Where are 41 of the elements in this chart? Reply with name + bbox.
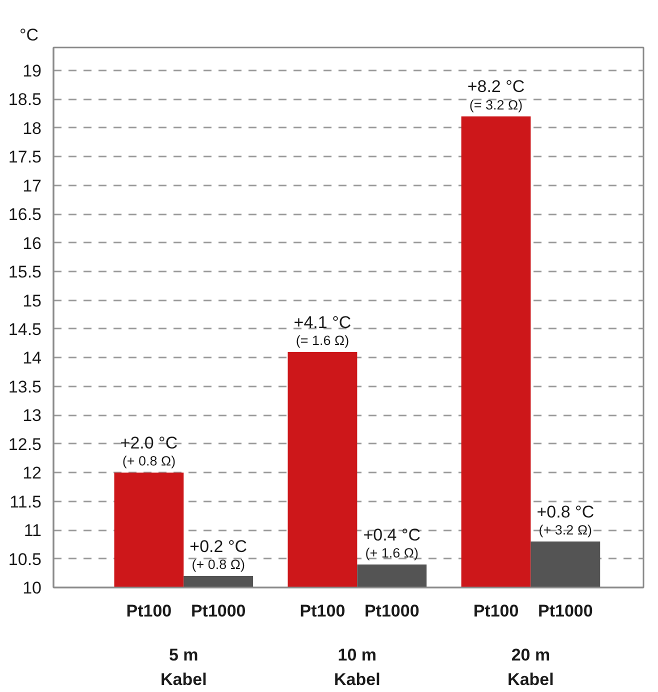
y-tick-label: 11.5 — [10, 492, 42, 512]
bar — [114, 472, 184, 588]
bar — [184, 576, 254, 588]
bar — [461, 116, 531, 588]
y-tick-label: 17.5 — [8, 148, 42, 167]
bar — [288, 352, 358, 588]
y-tick-label: 15 — [22, 291, 42, 310]
y-tick-label: 17 — [22, 176, 42, 196]
series-label: Pt1000 — [190, 602, 246, 620]
y-tick-label: 11 — [24, 521, 42, 540]
y-tick-label: 15.5 — [8, 262, 42, 282]
y-tick-label: 18.5 — [8, 90, 42, 110]
bar — [530, 542, 600, 588]
y-tick-label: 13 — [22, 406, 42, 426]
y-tick-label: 14.5 — [8, 320, 42, 339]
data-label: +8.2 °C (= 3.2 Ω) — [467, 77, 525, 112]
data-label: +0.8 °C (+ 3.2 Ω) — [536, 502, 594, 538]
data-label: +0.4 °C (+ 1.6 Ω) — [363, 525, 421, 561]
data-label: +2.0 °C (+ 0.8 Ω) — [120, 433, 178, 469]
y-tick-label: 10 — [22, 578, 42, 598]
y-tick-label: 16 — [22, 234, 42, 253]
text: Pt100 — [473, 602, 519, 620]
y-tick-label: 10.5 — [8, 550, 42, 569]
y-tick-label: 12.5 — [8, 434, 42, 454]
y-tick-label: 13.5 — [8, 377, 42, 396]
y-tick-label: 12 — [22, 464, 42, 483]
y-tick-label: 18 — [22, 118, 42, 138]
x-tick-label: 5 m Kabel — [160, 646, 207, 690]
x-tick-label: 10 m Kabel — [334, 646, 380, 690]
x-tick-label: 20 m Kabel — [508, 646, 554, 690]
text: Pt100 — [300, 602, 346, 620]
text: Pt1000 — [364, 602, 420, 620]
y-tick-label: 19 — [22, 61, 42, 80]
data-label: +0.2 °C (+ 0.8 Ω) — [190, 536, 248, 572]
text: Pt1000 — [538, 602, 593, 620]
y-tick-label: 16.5 — [8, 205, 42, 224]
y-tick-label: 14 — [22, 348, 42, 368]
series-label: Pt100 — [126, 602, 172, 620]
y-axis-title: °C — [20, 26, 39, 44]
data-label: +4.1 °C (= 1.6 Ω) — [294, 312, 352, 348]
bar — [357, 564, 427, 588]
